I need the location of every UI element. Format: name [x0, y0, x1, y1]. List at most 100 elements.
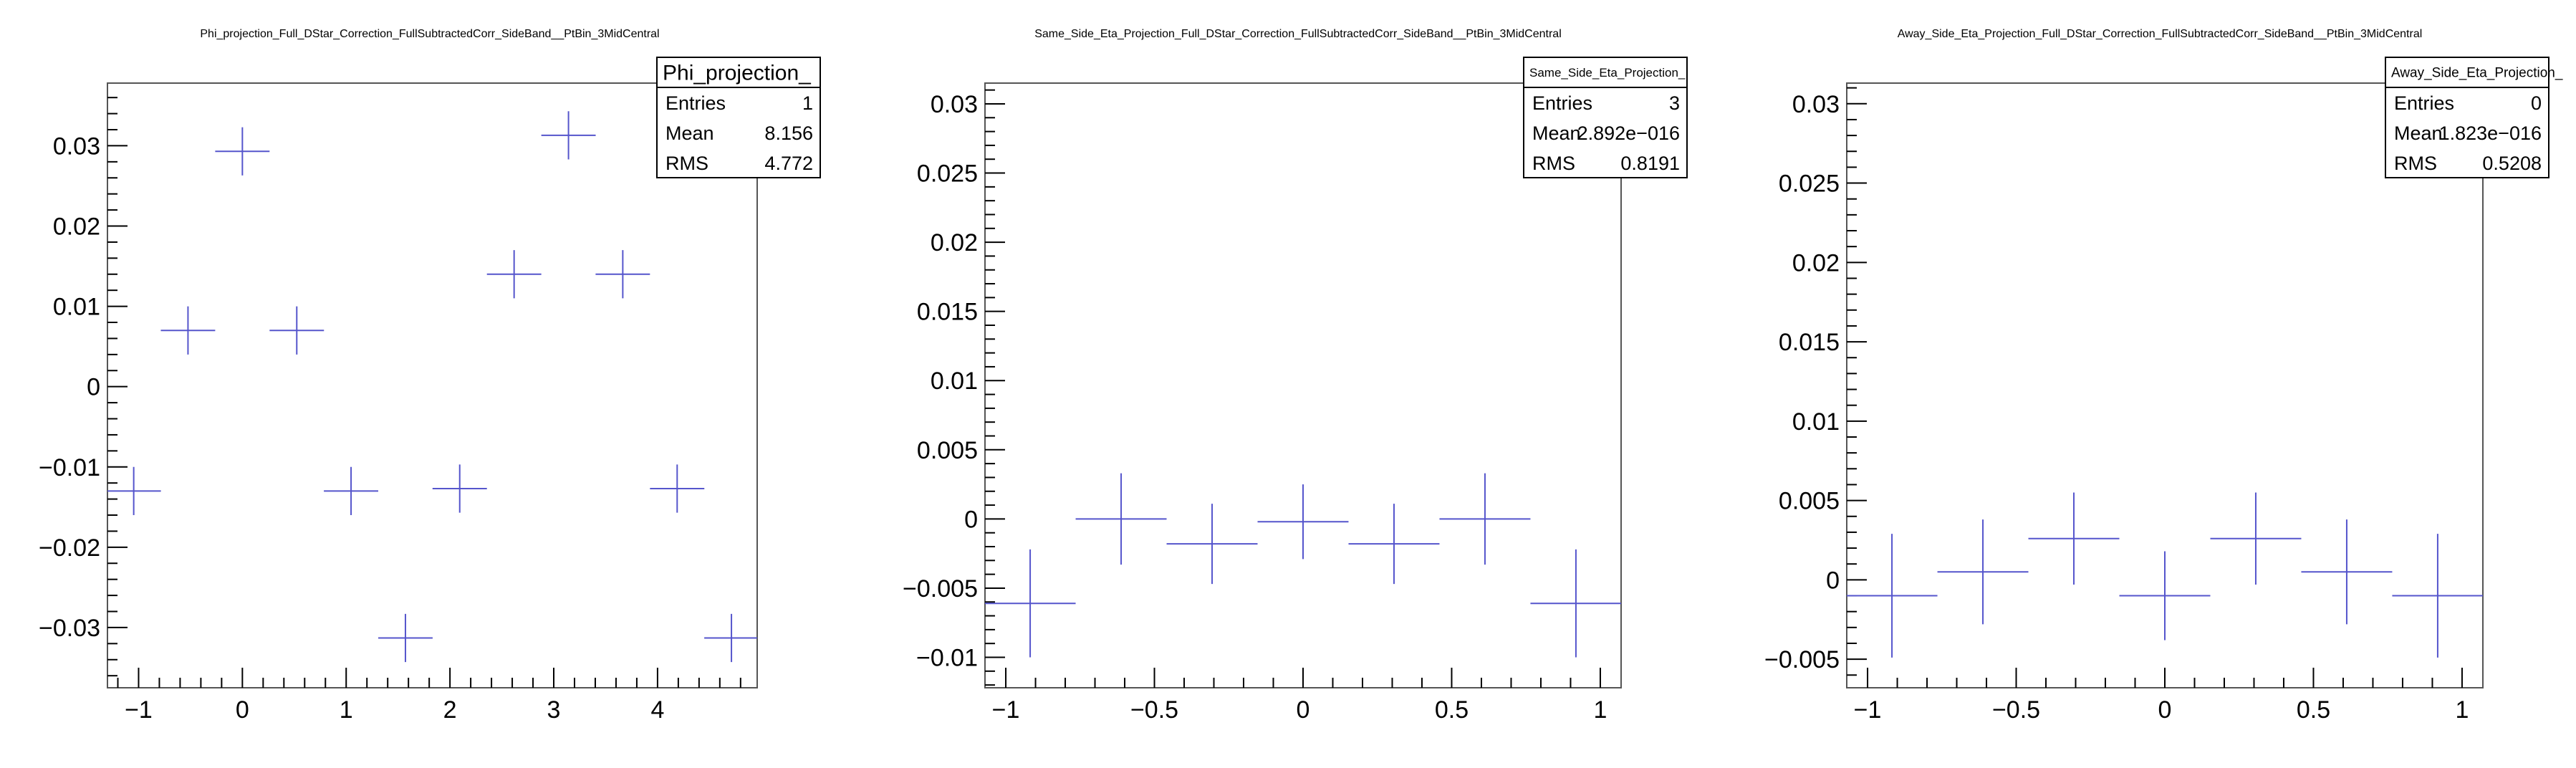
data-point	[1166, 504, 1258, 585]
data-point	[1257, 484, 1349, 560]
y-tick-label: −0.005	[1764, 646, 1840, 673]
data-point	[2028, 492, 2120, 585]
x-tick-label: 1	[1593, 696, 1607, 724]
data-point	[2119, 551, 2211, 640]
stats-rms-label: RMS	[665, 153, 708, 174]
y-tick-label: 0.02	[1792, 249, 1840, 277]
y-tick-label: 0.01	[53, 294, 100, 321]
data-point	[432, 464, 487, 513]
x-tick-label: −0.5	[1992, 696, 2040, 724]
y-tick-label: 0.005	[1779, 488, 1840, 515]
stats-rms-value: 0.5208	[2482, 153, 2542, 174]
x-tick-label: 1	[2455, 696, 2469, 724]
chart-panel-3: Away_Side_Eta_Projection_Full_DStar_Corr…	[1764, 28, 2563, 724]
x-tick-label: 4	[650, 696, 664, 724]
y-tick-label: 0.01	[931, 368, 978, 395]
stats-entries-label: Entries	[1532, 92, 1592, 114]
x-tick-label: 0	[2158, 696, 2172, 724]
chart-title: Phi_projection_Full_DStar_Correction_Ful…	[200, 28, 659, 40]
data-point	[215, 127, 270, 176]
y-tick-label: 0.02	[53, 213, 100, 241]
y-tick-label: −0.005	[903, 575, 978, 603]
data-point	[650, 464, 705, 513]
data-point	[2392, 534, 2483, 658]
stats-mean-value: 8.156	[764, 123, 813, 144]
chart-panel-1: Phi_projection_Full_DStar_Correction_Ful…	[39, 28, 821, 724]
stats-box: Away_Side_Eta_Projection_ Entries 0 Mean1.8…	[2385, 57, 2563, 178]
x-tick-label: 0.5	[2297, 696, 2330, 724]
y-tick-label: 0.005	[917, 437, 978, 464]
stats-mean-label: Mean	[2394, 123, 2443, 144]
stats-entries-label: Entries	[2394, 92, 2454, 114]
y-tick-label: 0.03	[53, 133, 100, 160]
stats-box-frame	[656, 57, 821, 178]
data-point	[1075, 473, 1167, 565]
stats-box-frame	[1523, 57, 1688, 178]
data-point	[486, 250, 542, 299]
data-point	[2210, 492, 2302, 585]
stats-mean-value: 1.823e−016	[2439, 123, 2542, 144]
x-tick-label: 0	[236, 696, 249, 724]
data-point	[1348, 504, 1440, 585]
data-point	[269, 306, 325, 355]
chart-panel-2: Same_Side_Eta_Projection_Full_DStar_Corr…	[903, 28, 1688, 724]
stats-rms-value: 4.772	[764, 153, 813, 174]
y-tick-label: −0.01	[916, 645, 978, 672]
stats-entries-value: 3	[1669, 92, 1680, 114]
stats-entries-label: Entries	[665, 92, 726, 114]
y-tick-label: 0.03	[931, 91, 978, 118]
chart-title: Away_Side_Eta_Projection_Full_DStar_Corr…	[1898, 28, 2423, 40]
data-point	[378, 613, 433, 663]
y-tick-label: 0.03	[1792, 91, 1840, 118]
plot-frame	[107, 82, 758, 688]
stats-box-frame	[2385, 57, 2549, 178]
y-tick-label: −0.01	[39, 454, 100, 481]
data-point	[1439, 473, 1531, 565]
x-tick-label: 3	[547, 696, 561, 724]
x-tick-label: 1	[340, 696, 353, 724]
data-point	[985, 549, 1076, 658]
stats-mean-value: 2.892e−016	[1577, 123, 1680, 144]
data-point	[1847, 534, 1938, 658]
stats-entries-value: 1	[802, 92, 813, 114]
stats-rms-label: RMS	[1532, 153, 1575, 174]
stats-rms-value: 0.8191	[1620, 153, 1680, 174]
data-point	[160, 306, 216, 355]
data-point	[1530, 549, 1621, 658]
y-tick-label: 0.025	[917, 160, 978, 188]
y-tick-label: 0.025	[1779, 171, 1840, 198]
data-point	[1937, 519, 2029, 625]
stats-mean-label: Mean	[665, 123, 714, 144]
x-tick-label: 2	[443, 696, 457, 724]
x-tick-label: 0.5	[1435, 696, 1469, 724]
y-tick-label: 0	[1826, 567, 1840, 594]
chart-title: Same_Side_Eta_Projection_Full_DStar_Corr…	[1034, 28, 1562, 40]
x-tick-label: −1	[992, 696, 1020, 724]
x-tick-label: −1	[125, 696, 153, 724]
y-tick-label: 0.02	[931, 229, 978, 256]
y-tick-label: 0.01	[1792, 408, 1840, 436]
stats-title: Away_Side_Eta_Projection_	[2391, 66, 2563, 81]
stats-rms-label: RMS	[2394, 153, 2437, 174]
stats-title: Same_Side_Eta_Projection_	[1529, 66, 1686, 80]
x-tick-label: −0.5	[1130, 696, 1178, 724]
data-point	[324, 466, 379, 516]
stats-mean-label: Mean	[1532, 123, 1581, 144]
data-point	[595, 250, 650, 299]
data-point	[2301, 519, 2393, 625]
stats-box: Same_Side_Eta_Projection_ Entries 3 Mean2.8…	[1523, 57, 1688, 178]
y-tick-label: −0.03	[39, 615, 100, 642]
y-tick-label: 0.015	[1779, 329, 1840, 356]
stats-entries-value: 0	[2531, 92, 2542, 114]
y-tick-label: 0.015	[917, 299, 978, 326]
x-tick-label: −1	[1854, 696, 1882, 724]
data-point	[107, 466, 161, 516]
stats-title: Phi_projection_	[663, 62, 812, 85]
y-tick-label: 0	[87, 374, 100, 401]
stats-box: Phi_projection_ Entries 1 Mean 8.156 RMS 4.772	[656, 57, 821, 178]
y-tick-label: −0.02	[39, 534, 100, 562]
data-point	[704, 613, 757, 663]
y-tick-label: 0	[964, 506, 978, 533]
x-tick-label: 0	[1297, 696, 1310, 724]
